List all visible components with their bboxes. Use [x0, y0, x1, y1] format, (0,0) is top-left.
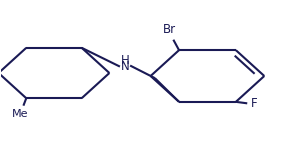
Text: Me: Me	[12, 109, 29, 119]
Text: N: N	[121, 60, 129, 73]
Text: F: F	[251, 97, 257, 110]
Text: H: H	[121, 54, 129, 67]
Text: Br: Br	[162, 23, 176, 36]
